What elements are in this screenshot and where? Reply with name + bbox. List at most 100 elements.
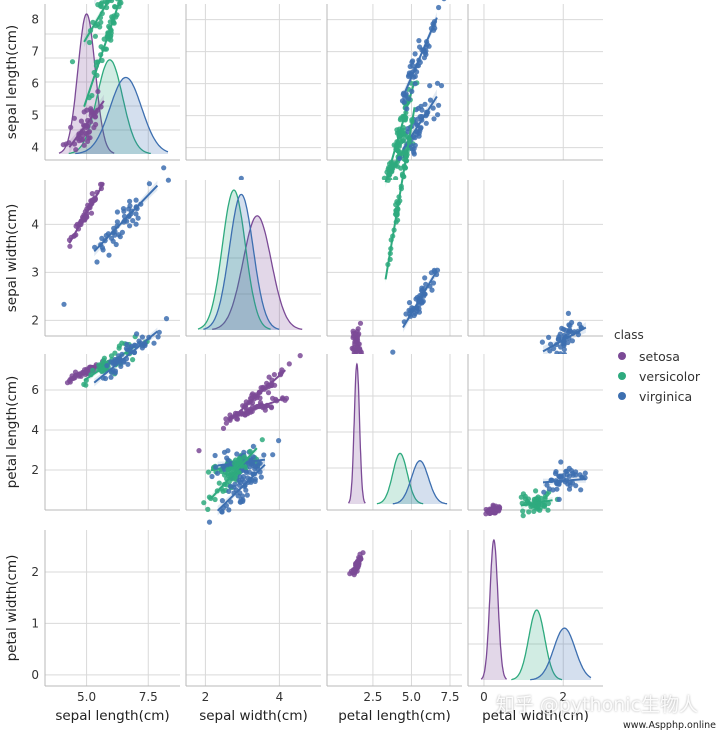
point-virginica bbox=[556, 496, 562, 502]
point-virginica bbox=[276, 438, 282, 444]
point-virginica bbox=[226, 507, 232, 513]
point-virginica bbox=[565, 310, 572, 316]
point-setosa bbox=[270, 395, 276, 401]
point-setosa bbox=[227, 412, 233, 418]
point-virginica bbox=[236, 482, 243, 488]
point-virginica bbox=[270, 452, 276, 458]
watermark-text: 知乎 @pythonic生物人 bbox=[495, 694, 698, 716]
point-virginica bbox=[563, 327, 569, 333]
panel-2-1 bbox=[185, 354, 321, 511]
point-virginica bbox=[407, 63, 413, 70]
point-virginica bbox=[555, 336, 562, 342]
point-setosa bbox=[354, 335, 360, 341]
fit-line-virginica bbox=[542, 477, 586, 484]
point-virginica bbox=[146, 181, 152, 187]
point-versicolor bbox=[401, 137, 407, 143]
point-setosa bbox=[89, 191, 95, 197]
panel-background bbox=[186, 530, 321, 686]
kde-line-setosa bbox=[212, 215, 303, 330]
point-setosa bbox=[250, 404, 256, 410]
panel-3-3 bbox=[467, 530, 603, 687]
point-versicolor bbox=[533, 488, 539, 494]
point-virginica bbox=[237, 499, 243, 505]
point-setosa bbox=[64, 380, 71, 386]
panel-background bbox=[186, 354, 321, 510]
legend-item-virginica: virginica bbox=[612, 386, 712, 406]
point-setosa bbox=[81, 109, 87, 115]
point-virginica bbox=[135, 215, 141, 221]
point-virginica bbox=[423, 48, 429, 54]
point-versicolor bbox=[238, 458, 244, 464]
point-virginica bbox=[573, 472, 579, 478]
point-virginica bbox=[435, 112, 441, 118]
point-virginica bbox=[412, 142, 418, 148]
point-virginica bbox=[258, 474, 264, 480]
legend-marker-virginica bbox=[618, 392, 626, 400]
kde-line-versicolor bbox=[376, 452, 424, 505]
point-setosa bbox=[71, 115, 77, 121]
point-virginica bbox=[110, 238, 116, 244]
legend-item-versicolor: versicolor bbox=[612, 366, 712, 386]
kde-line-versicolor bbox=[197, 189, 271, 330]
point-virginica bbox=[434, 80, 441, 86]
panel-2-0 bbox=[44, 316, 180, 511]
point-virginica bbox=[214, 470, 221, 476]
point-virginica bbox=[414, 131, 420, 137]
point-versicolor bbox=[108, 353, 115, 359]
point-virginica bbox=[427, 83, 433, 89]
point-versicolor bbox=[130, 357, 136, 363]
panel-2-2 bbox=[326, 354, 462, 511]
kde-fill-virginica bbox=[530, 628, 591, 680]
y-tick-label: 3 bbox=[31, 265, 39, 279]
point-virginica bbox=[405, 126, 411, 132]
y-tick-label: 2 bbox=[31, 463, 39, 477]
point-setosa bbox=[220, 425, 227, 431]
point-virginica bbox=[165, 177, 171, 183]
point-versicolor bbox=[537, 507, 543, 513]
point-virginica bbox=[244, 469, 250, 475]
point-virginica bbox=[561, 346, 567, 353]
x-axis-label: sepal length(cm) bbox=[55, 708, 169, 724]
point-virginica bbox=[108, 374, 114, 380]
y-tick-label: 2 bbox=[31, 565, 39, 579]
y-axis-label: petal length(cm) bbox=[4, 376, 20, 489]
panel-background bbox=[45, 180, 180, 336]
point-virginica bbox=[133, 211, 139, 217]
point-virginica bbox=[127, 223, 133, 229]
point-virginica bbox=[416, 309, 422, 315]
x-axis-label: petal length(cm) bbox=[338, 708, 451, 724]
point-virginica bbox=[250, 454, 256, 460]
panel-background bbox=[45, 530, 180, 686]
y-axis-label: petal width(cm) bbox=[4, 555, 20, 662]
fit-line-setosa bbox=[485, 508, 502, 512]
point-virginica bbox=[212, 452, 218, 459]
fit-line-virginica bbox=[93, 330, 159, 384]
point-setosa bbox=[268, 404, 274, 410]
point-versicolor bbox=[216, 480, 222, 486]
fit-band-virginica bbox=[94, 0, 97, 5]
fit-line-setosa bbox=[228, 369, 286, 422]
point-versicolor bbox=[225, 470, 231, 477]
point-setosa bbox=[93, 121, 99, 128]
point-virginica bbox=[250, 443, 256, 449]
point-setosa bbox=[350, 328, 356, 334]
point-virginica bbox=[431, 116, 437, 122]
point-setosa bbox=[265, 390, 272, 396]
point-virginica bbox=[539, 339, 546, 345]
point-virginica bbox=[225, 457, 231, 463]
point-virginica bbox=[430, 105, 436, 111]
y-tick-label: 4 bbox=[31, 423, 39, 437]
x-tick-label: 4 bbox=[276, 690, 284, 704]
point-virginica bbox=[206, 519, 213, 525]
x-tick-label: 5.0 bbox=[77, 690, 96, 704]
point-virginica bbox=[235, 493, 241, 499]
point-virginica bbox=[100, 247, 106, 253]
point-setosa bbox=[357, 320, 364, 326]
point-setosa bbox=[223, 416, 229, 422]
point-virginica bbox=[219, 498, 225, 504]
point-virginica bbox=[544, 482, 550, 488]
fit-line-virginica bbox=[93, 184, 159, 253]
legend-label-virginica: virginica bbox=[639, 388, 693, 404]
legend-marker-setosa bbox=[618, 352, 626, 360]
